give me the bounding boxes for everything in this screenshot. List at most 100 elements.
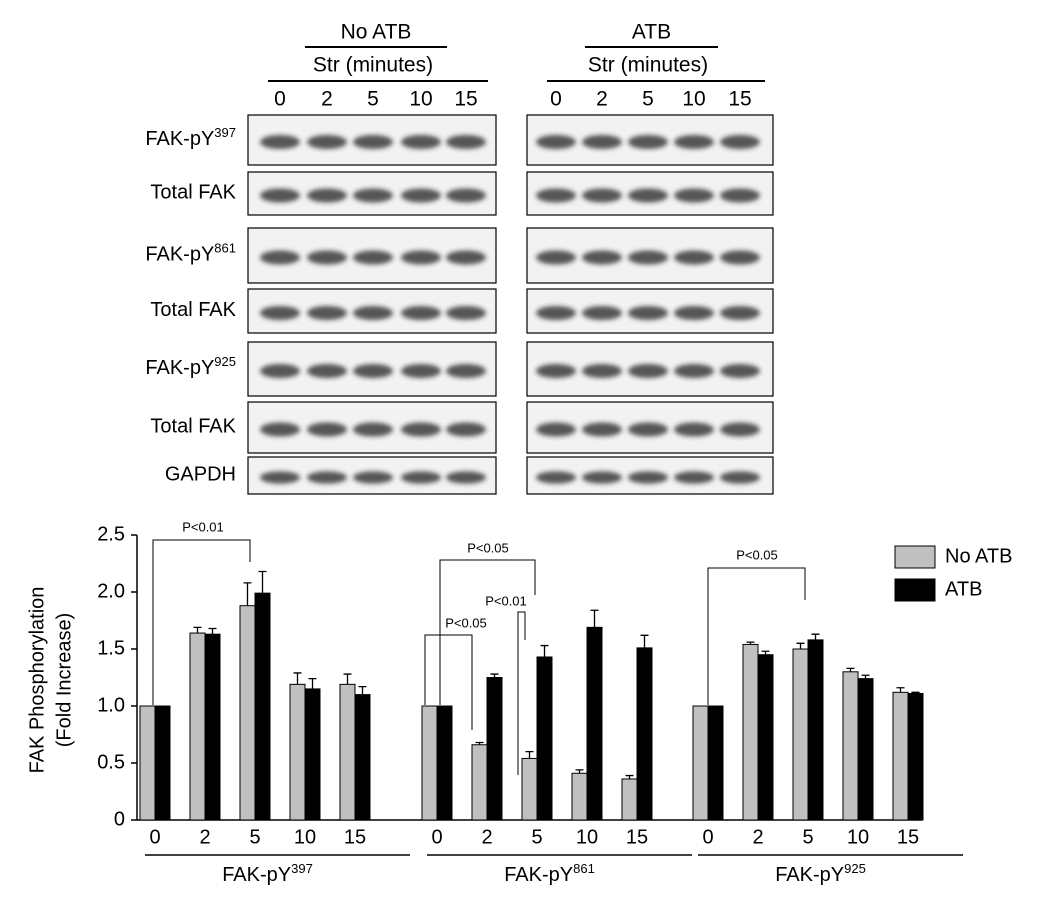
subtitle: Str (minutes): [588, 54, 708, 77]
group-label-sup: 861: [573, 861, 595, 876]
blot-band: [260, 250, 300, 265]
blot-band: [353, 422, 393, 437]
bar: [586, 626, 603, 821]
row-label-sup: 397: [214, 125, 236, 140]
blot-band: [446, 471, 486, 484]
group-label-main: FAK-pY: [775, 864, 844, 886]
blot-band: [582, 135, 622, 149]
group-label-sup: 397: [291, 861, 313, 876]
blot-band: [536, 250, 576, 265]
bar: [189, 632, 206, 821]
blot-band: [674, 250, 714, 265]
group-label: FAK-pY925: [775, 861, 866, 886]
error-bar: [343, 673, 352, 685]
blot-band: [674, 135, 714, 149]
bracket: [152, 539, 251, 705]
error-bar: [490, 673, 499, 678]
annotation: P<0.05: [736, 547, 778, 562]
blot-band: [582, 250, 622, 265]
x-tick-label: 10: [294, 826, 316, 848]
x-tick-label: 5: [531, 826, 542, 848]
annotation: P<0.05: [467, 540, 509, 555]
row-label: Total FAK: [150, 299, 236, 321]
blot-band: [536, 422, 576, 437]
x-tick-label: 10: [847, 826, 869, 848]
bar: [354, 694, 371, 821]
bar: [692, 705, 709, 821]
error-bar: [258, 570, 267, 594]
bar: [204, 633, 221, 821]
x-tick-label: 15: [344, 826, 366, 848]
blot-band: [628, 250, 668, 265]
bar: [421, 705, 438, 821]
row-label-main: GAPDH: [165, 464, 236, 486]
x-tick-label: 0: [149, 826, 160, 848]
blot-band: [720, 250, 760, 265]
group-label-sup: 925: [844, 861, 866, 876]
bar: [254, 592, 271, 821]
blot-band: [628, 135, 668, 149]
bar: [304, 688, 321, 821]
subtitle: Str (minutes): [313, 54, 433, 77]
row-label-main: FAK-pY: [145, 128, 214, 150]
blot-band: [536, 364, 576, 378]
lane-label: 15: [454, 88, 477, 111]
bar: [471, 744, 488, 821]
bar: [571, 772, 588, 821]
blot-band: [401, 422, 441, 437]
x-tick-label: 15: [626, 826, 648, 848]
group-label-main: FAK-pY: [222, 864, 291, 886]
y-tick-label: 1.0: [97, 694, 125, 716]
blot-band: [260, 188, 300, 203]
blot-band: [353, 364, 393, 378]
lane-label: 2: [596, 88, 608, 111]
blot-band: [401, 188, 441, 203]
bar: [842, 671, 859, 821]
blot-band: [582, 188, 622, 203]
error-bar: [846, 667, 855, 672]
error-bar: [590, 609, 599, 628]
blot-band: [401, 250, 441, 265]
blot-band: [401, 135, 441, 149]
blot-band: [401, 471, 441, 484]
y-tick-label: 2.5: [97, 523, 125, 545]
x-tick-label: 2: [199, 826, 210, 848]
blot-band: [674, 422, 714, 437]
x-tick-label: 0: [702, 826, 713, 848]
bar: [857, 678, 874, 821]
row-label: GAPDH: [165, 464, 236, 486]
blot-band: [260, 364, 300, 378]
lane-label: 10: [682, 88, 705, 111]
blot-band: [720, 471, 760, 484]
blot-band: [446, 250, 486, 265]
blot-band: [720, 135, 760, 149]
blot-band: [307, 422, 347, 437]
blot-band: [353, 188, 393, 203]
blot-band: [536, 135, 576, 149]
error-bar: [358, 685, 367, 695]
blot-band: [582, 306, 622, 320]
lane-label: 5: [642, 88, 654, 111]
blot-band: [446, 135, 486, 149]
bracket: [517, 611, 526, 775]
blot-band: [720, 422, 760, 437]
blot-band: [674, 306, 714, 320]
blot-band: [628, 306, 668, 320]
blot-band: [353, 250, 393, 265]
error-bar: [575, 769, 584, 774]
bar: [436, 705, 453, 821]
bar: [339, 683, 356, 821]
row-label-main: Total FAK: [150, 182, 236, 204]
blot-band: [446, 364, 486, 378]
bar: [239, 605, 256, 821]
error-bar: [193, 626, 202, 634]
lane-label: 2: [321, 88, 333, 111]
annotation: P<0.01: [182, 519, 224, 534]
error-bar: [861, 674, 870, 679]
blot-band: [307, 364, 347, 378]
group-label: FAK-pY397: [222, 861, 313, 886]
bracket: [439, 559, 536, 705]
blot-band: [582, 364, 622, 378]
bar: [742, 643, 759, 821]
